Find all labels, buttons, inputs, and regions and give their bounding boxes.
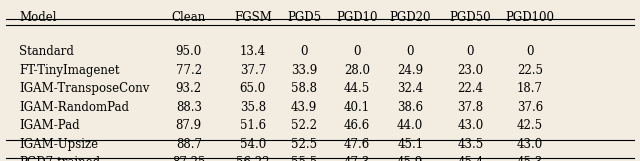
Text: 13.4: 13.4 — [240, 45, 266, 58]
Text: 0: 0 — [467, 45, 474, 58]
Text: 93.2: 93.2 — [176, 82, 202, 95]
Text: 43.0: 43.0 — [457, 119, 484, 132]
Text: PGD7-trained: PGD7-trained — [19, 156, 100, 161]
Text: IGAM-TransposeConv: IGAM-TransposeConv — [19, 82, 150, 95]
Text: 43.5: 43.5 — [457, 138, 484, 151]
Text: 95.0: 95.0 — [175, 45, 202, 58]
Text: PGD50: PGD50 — [449, 11, 492, 24]
Text: 0: 0 — [526, 45, 534, 58]
Text: 42.5: 42.5 — [517, 119, 543, 132]
Text: 88.7: 88.7 — [176, 138, 202, 151]
Text: 47.6: 47.6 — [344, 138, 371, 151]
Text: 0: 0 — [300, 45, 308, 58]
Text: 38.6: 38.6 — [397, 101, 423, 114]
Text: Clean: Clean — [172, 11, 206, 24]
Text: 37.6: 37.6 — [516, 101, 543, 114]
Text: IGAM-Pad: IGAM-Pad — [19, 119, 80, 132]
Text: 54.0: 54.0 — [239, 138, 266, 151]
Text: 24.9: 24.9 — [397, 64, 423, 77]
Text: 43.0: 43.0 — [516, 138, 543, 151]
Text: 44.0: 44.0 — [397, 119, 424, 132]
Text: 65.0: 65.0 — [239, 82, 266, 95]
Text: 58.8: 58.8 — [291, 82, 317, 95]
Text: 43.9: 43.9 — [291, 101, 317, 114]
Text: 23.0: 23.0 — [458, 64, 483, 77]
Text: 87.9: 87.9 — [176, 119, 202, 132]
Text: 45.4: 45.4 — [457, 156, 484, 161]
Text: 45.9: 45.9 — [397, 156, 424, 161]
Text: PGD20: PGD20 — [390, 11, 431, 24]
Text: PGD5: PGD5 — [287, 11, 321, 24]
Text: 47.3: 47.3 — [344, 156, 371, 161]
Text: 28.0: 28.0 — [344, 64, 370, 77]
Text: 0: 0 — [406, 45, 414, 58]
Text: 37.8: 37.8 — [458, 101, 483, 114]
Text: 44.5: 44.5 — [344, 82, 371, 95]
Text: 0: 0 — [353, 45, 361, 58]
Text: 52.5: 52.5 — [291, 138, 317, 151]
Text: 87.25: 87.25 — [172, 156, 205, 161]
Text: 77.2: 77.2 — [176, 64, 202, 77]
Text: 22.5: 22.5 — [517, 64, 543, 77]
Text: 45.1: 45.1 — [397, 138, 423, 151]
Text: 22.4: 22.4 — [458, 82, 483, 95]
Text: 18.7: 18.7 — [517, 82, 543, 95]
Text: IGAM-RandomPad: IGAM-RandomPad — [19, 101, 129, 114]
Text: 56.22: 56.22 — [236, 156, 269, 161]
Text: 35.8: 35.8 — [240, 101, 266, 114]
Text: 46.6: 46.6 — [344, 119, 371, 132]
Text: 37.7: 37.7 — [239, 64, 266, 77]
Text: Model: Model — [19, 11, 57, 24]
Text: PGD10: PGD10 — [337, 11, 378, 24]
Text: 51.6: 51.6 — [240, 119, 266, 132]
Text: 55.5: 55.5 — [291, 156, 317, 161]
Text: 88.3: 88.3 — [176, 101, 202, 114]
Text: 33.9: 33.9 — [291, 64, 317, 77]
Text: 40.1: 40.1 — [344, 101, 370, 114]
Text: PGD100: PGD100 — [506, 11, 554, 24]
Text: FGSM: FGSM — [234, 11, 272, 24]
Text: 45.3: 45.3 — [516, 156, 543, 161]
Text: 52.2: 52.2 — [291, 119, 317, 132]
Text: Standard: Standard — [19, 45, 74, 58]
Text: IGAM-Upsize: IGAM-Upsize — [19, 138, 99, 151]
Text: 32.4: 32.4 — [397, 82, 423, 95]
Text: FT-TinyImagenet: FT-TinyImagenet — [19, 64, 120, 77]
